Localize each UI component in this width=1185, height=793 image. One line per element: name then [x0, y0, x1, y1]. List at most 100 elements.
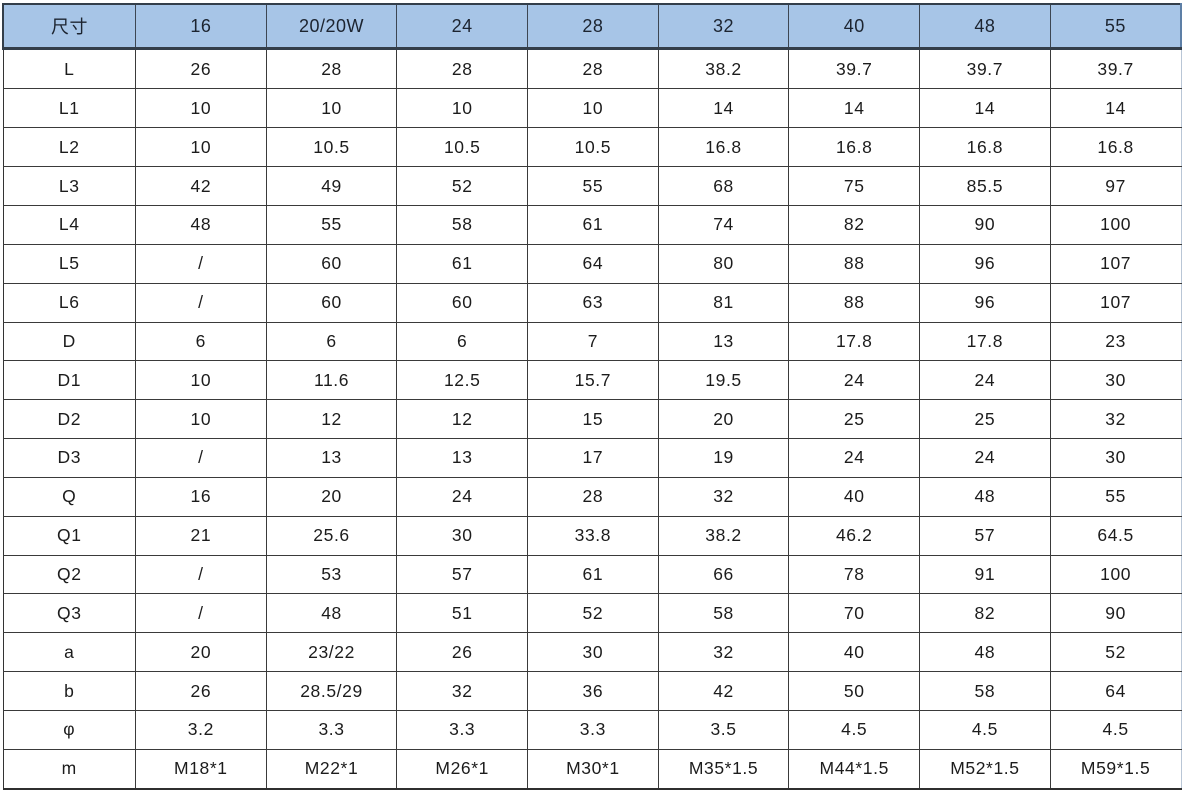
data-cell: 82 — [788, 204, 921, 245]
data-cell: 28.5/29 — [265, 671, 398, 711]
data-cell: 61 — [396, 243, 529, 284]
data-cell: 51 — [396, 593, 529, 634]
data-cell: 20 — [135, 632, 267, 673]
row-label: D3 — [2, 438, 137, 478]
data-cell: / — [135, 554, 267, 595]
data-cell: 17 — [527, 438, 659, 478]
data-cell: 40 — [788, 476, 921, 517]
data-cell: 40 — [788, 632, 921, 673]
data-cell: 96 — [919, 282, 1051, 323]
data-cell: 82 — [919, 593, 1051, 634]
data-cell: 16.8 — [1049, 127, 1182, 168]
row-label: D — [2, 321, 137, 362]
data-cell: 60 — [396, 282, 529, 323]
data-cell: 14 — [657, 88, 790, 129]
spec-table-head: 尺寸 16 20/20W 24 28 32 40 48 55 — [2, 3, 1182, 50]
data-cell: 52 — [1049, 632, 1182, 673]
data-cell: 32 — [1049, 399, 1182, 440]
data-cell: 63 — [527, 282, 659, 323]
data-cell: 14 — [919, 88, 1051, 129]
data-cell: 26 — [135, 671, 267, 711]
data-cell: 15 — [527, 399, 659, 440]
data-cell: 52 — [527, 593, 659, 634]
data-cell: 26 — [396, 632, 529, 673]
data-cell: 10.5 — [265, 127, 398, 168]
data-cell: 64 — [527, 243, 659, 284]
data-cell: 39.7 — [919, 47, 1051, 90]
data-cell: 70 — [788, 593, 921, 634]
data-cell: 64.5 — [1049, 515, 1182, 556]
data-cell: 12 — [396, 399, 529, 440]
data-cell: 32 — [657, 632, 790, 673]
data-cell: 32 — [657, 476, 790, 517]
table-row: L3 42 49 52 55 68 75 85.5 97 — [2, 166, 1182, 206]
data-cell: 14 — [1049, 88, 1182, 129]
data-cell: 6 — [135, 321, 267, 362]
data-cell: 3.2 — [135, 709, 267, 750]
data-cell: / — [135, 282, 267, 323]
data-cell: 13 — [396, 438, 529, 478]
data-cell: 24 — [788, 360, 921, 401]
data-cell: / — [135, 243, 267, 284]
data-cell: / — [135, 438, 267, 478]
data-cell: 19.5 — [657, 360, 790, 401]
header-cell-size: 32 — [657, 3, 790, 50]
data-cell: 28 — [527, 476, 659, 517]
data-cell: 30 — [396, 515, 529, 556]
data-cell: 33.8 — [527, 515, 659, 556]
table-row: L2 10 10.5 10.5 10.5 16.8 16.8 16.8 16.8 — [2, 127, 1182, 168]
row-label: D2 — [2, 399, 137, 440]
table-row: Q3/48 51 52 58 70 82 90 — [2, 593, 1182, 634]
data-cell: 42 — [657, 671, 790, 711]
data-cell: 66 — [657, 554, 790, 595]
data-cell: 10.5 — [396, 127, 529, 168]
data-cell: M44*1.5 — [788, 748, 921, 790]
data-cell: 90 — [919, 204, 1051, 245]
data-cell: 90 — [1049, 593, 1182, 634]
data-cell: 20 — [265, 476, 398, 517]
data-cell: 55 — [1049, 476, 1182, 517]
data-cell: 13 — [265, 438, 398, 478]
data-cell: 10.5 — [527, 127, 659, 168]
data-cell: 4.5 — [1049, 709, 1182, 750]
header-cell-size: 20/20W — [265, 3, 398, 50]
data-cell: 23 — [1049, 321, 1182, 362]
data-cell: M35*1.5 — [657, 748, 790, 790]
data-cell: 100 — [1049, 204, 1182, 245]
table-row: Q2/53 57 61 66 78 91 100 — [2, 554, 1182, 595]
data-cell: 57 — [919, 515, 1051, 556]
data-cell: 10 — [135, 360, 267, 401]
data-cell: 100 — [1049, 554, 1182, 595]
data-cell: 26 — [135, 47, 267, 90]
data-cell: 60 — [265, 243, 398, 284]
data-cell: 36 — [527, 671, 659, 711]
data-cell: 75 — [788, 166, 921, 206]
header-row: 尺寸 16 20/20W 24 28 32 40 48 55 — [2, 3, 1182, 50]
data-cell: 16.8 — [657, 127, 790, 168]
data-cell: 30 — [527, 632, 659, 673]
data-cell: 58 — [919, 671, 1051, 711]
data-cell: 28 — [396, 47, 529, 90]
data-cell: 58 — [396, 204, 529, 245]
data-cell: 42 — [135, 166, 267, 206]
data-cell: 28 — [265, 47, 398, 90]
data-cell: 58 — [657, 593, 790, 634]
header-cell-size: 40 — [788, 3, 921, 50]
data-cell: 6 — [396, 321, 529, 362]
data-cell: 24 — [788, 438, 921, 478]
data-cell: M52*1.5 — [919, 748, 1051, 790]
data-cell: 81 — [657, 282, 790, 323]
data-cell: 17.8 — [788, 321, 921, 362]
row-label: Q — [2, 476, 137, 517]
row-label: m — [2, 748, 137, 790]
data-cell: 88 — [788, 243, 921, 284]
data-cell: 23/22 — [265, 632, 398, 673]
row-label: L4 — [2, 204, 137, 245]
table-row: L 26 28 28 28 38.2 39.7 39.7 39.7 — [2, 47, 1182, 90]
table-row: D 6 6 6 7 13 17.8 17.8 23 — [2, 321, 1182, 362]
header-cell-size: 24 — [396, 3, 529, 50]
data-cell: 10 — [135, 127, 267, 168]
data-cell: 96 — [919, 243, 1051, 284]
data-cell: 25 — [919, 399, 1051, 440]
